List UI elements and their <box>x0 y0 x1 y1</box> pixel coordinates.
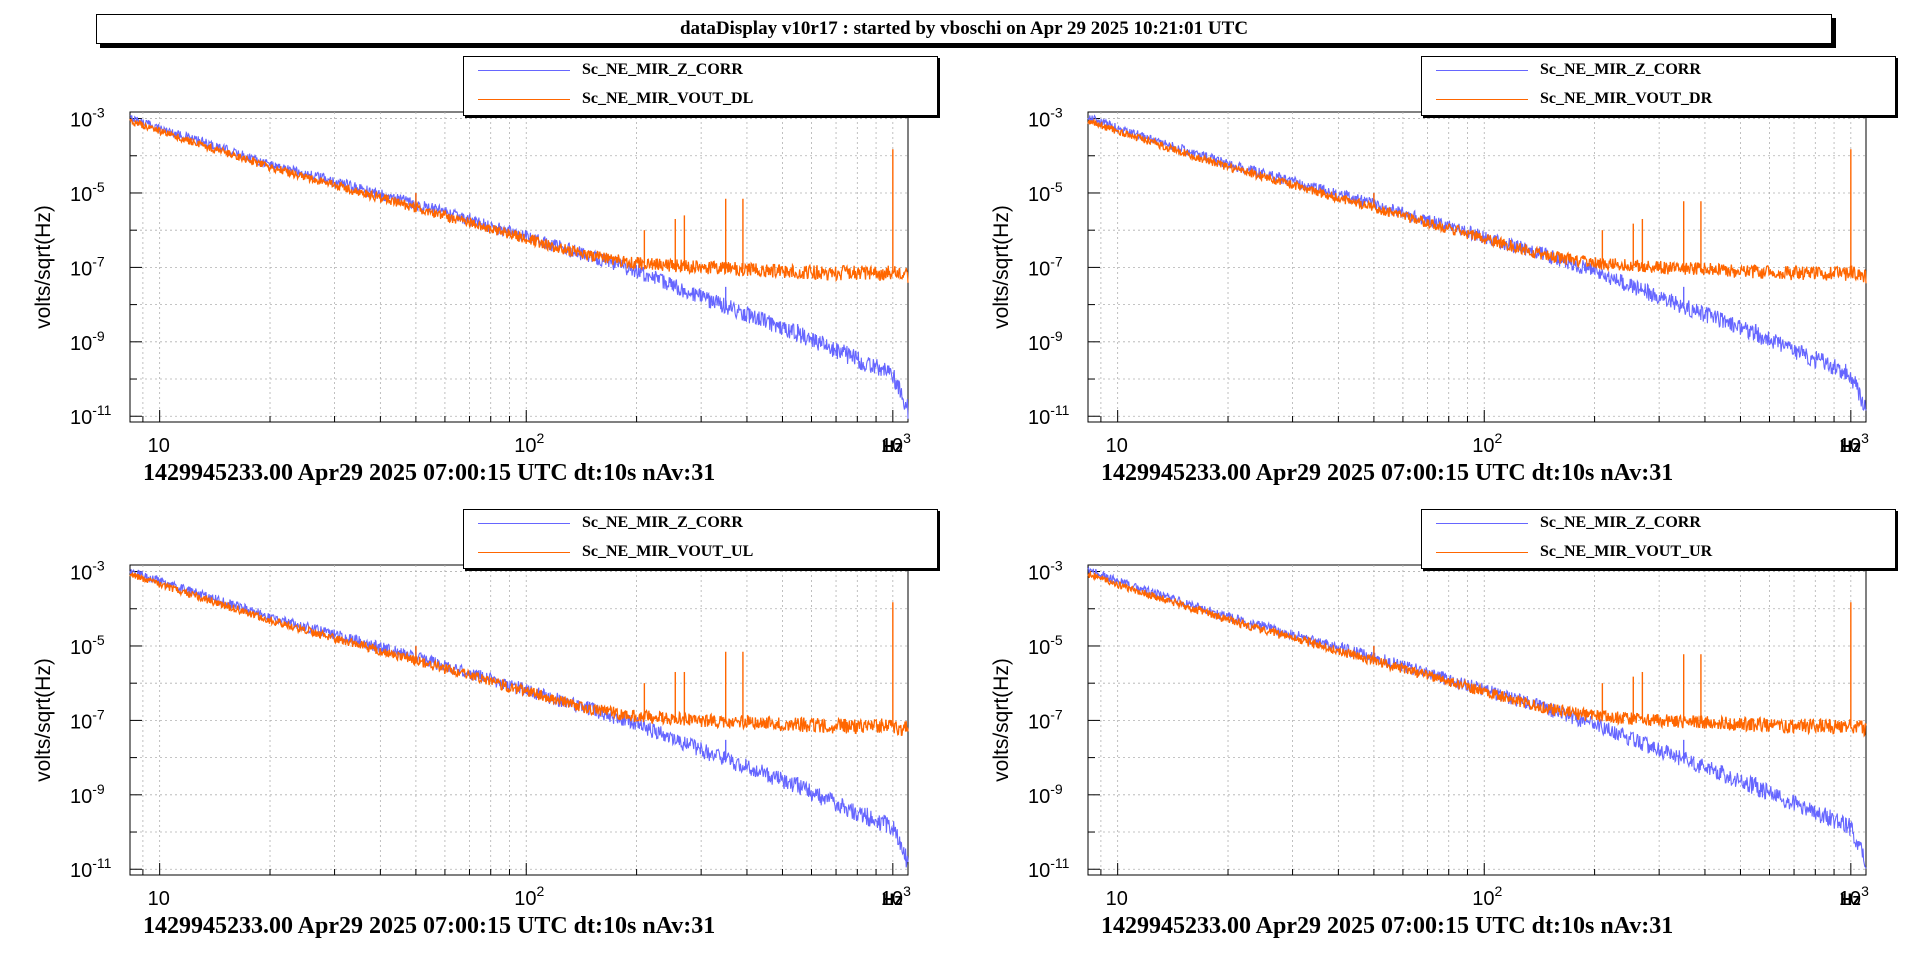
x-tick-label: 10 <box>1106 888 1128 910</box>
y-axis-label: volts/sqrt(Hz) <box>990 658 1013 782</box>
y-axis-label: volts/sqrt(Hz) <box>32 658 55 782</box>
legend: Sc_NE_MIR_Z_CORR Sc_NE_MIR_VOUT_DR <box>1421 56 1896 116</box>
legend-label-vout: Sc_NE_MIR_VOUT_UR <box>1540 543 1713 560</box>
legend-label-z: Sc_NE_MIR_Z_CORR <box>582 61 743 78</box>
legend-entry: Sc_NE_MIR_VOUT_DL <box>464 86 937 114</box>
y-tick-label: 10-7 <box>1028 253 1063 280</box>
legend-label-vout: Sc_NE_MIR_VOUT_DL <box>582 90 754 107</box>
x-tick-label: 103 <box>1839 883 1869 910</box>
y-tick-label: 10-9 <box>1028 328 1063 355</box>
legend-label-vout: Sc_NE_MIR_VOUT_DR <box>1540 90 1713 107</box>
legend: Sc_NE_MIR_Z_CORR Sc_NE_MIR_VOUT_UL <box>463 509 938 569</box>
x-tick-label: 102 <box>514 430 544 457</box>
legend-line-z <box>1436 523 1528 524</box>
y-tick-label: 10-9 <box>70 328 105 355</box>
legend-line-vout <box>1436 552 1528 553</box>
x-tick-label: 103 <box>881 883 911 910</box>
spectrum-panel-ul: 10-3 10-5 10-7 10-9 10-11 10 102 103 Hz volts/sqr… <box>0 505 958 955</box>
y-tick-label: 10-3 <box>1028 105 1063 132</box>
y-tick-label: 10-7 <box>1028 706 1063 733</box>
legend-entry: Sc_NE_MIR_VOUT_UL <box>464 539 937 567</box>
y-tick-label: 10-7 <box>70 253 105 280</box>
y-tick-label: 10-3 <box>1028 558 1063 585</box>
spectrum-panel-dl: 10-3 10-5 10-7 10-9 10-11 10 102 103 Hz volts/sqr… <box>0 52 958 502</box>
legend-entry: Sc_NE_MIR_Z_CORR <box>1422 510 1895 538</box>
series-line-vout <box>129 118 909 283</box>
x-axis-label: Hz <box>882 437 903 456</box>
y-tick-label: 10-3 <box>70 105 105 132</box>
plot-caption: 1429945233.00 Apr29 2025 07:00:15 UTC dt… <box>1101 913 1674 939</box>
spectrum-panel-ur: 10-3 10-5 10-7 10-9 10-11 10 102 103 Hz volts/sqr… <box>958 505 1916 955</box>
y-tick-label: 10-5 <box>70 179 105 206</box>
plot-caption: 1429945233.00 Apr29 2025 07:00:15 UTC dt… <box>143 913 716 939</box>
y-tick-label: 10-5 <box>70 632 105 659</box>
y-tick-label: 10-9 <box>1028 781 1063 808</box>
legend-line-z <box>1436 70 1528 71</box>
series-line-z-corr <box>1087 566 1867 869</box>
y-tick-label: 10-11 <box>1028 402 1070 429</box>
legend-label-z: Sc_NE_MIR_Z_CORR <box>582 514 743 531</box>
series-line-z-corr <box>1087 114 1867 411</box>
legend-line-vout <box>478 552 570 553</box>
x-tick-label: 102 <box>514 883 544 910</box>
plot-caption: 1429945233.00 Apr29 2025 07:00:15 UTC dt… <box>1101 460 1674 486</box>
legend-entry: Sc_NE_MIR_Z_CORR <box>464 57 937 85</box>
y-tick-label: 10-5 <box>1028 632 1063 659</box>
x-tick-label: 102 <box>1472 430 1502 457</box>
legend-line-vout <box>1436 99 1528 100</box>
y-tick-label: 10-9 <box>70 781 105 808</box>
legend-entry: Sc_NE_MIR_VOUT_DR <box>1422 86 1895 114</box>
x-axis-label: Hz <box>1840 437 1861 456</box>
legend: Sc_NE_MIR_Z_CORR Sc_NE_MIR_VOUT_DL <box>463 56 938 116</box>
y-tick-label: 10-7 <box>70 706 105 733</box>
legend-entry: Sc_NE_MIR_VOUT_UR <box>1422 539 1895 567</box>
y-tick-label: 10-11 <box>70 402 112 429</box>
legend-line-vout <box>478 99 570 100</box>
y-tick-label: 10-11 <box>1028 855 1070 882</box>
legend: Sc_NE_MIR_Z_CORR Sc_NE_MIR_VOUT_UR <box>1421 509 1896 569</box>
plot-caption: 1429945233.00 Apr29 2025 07:00:15 UTC dt… <box>143 460 716 486</box>
x-tick-label: 103 <box>1839 430 1869 457</box>
series-line-vout <box>1087 570 1867 738</box>
x-tick-label: 102 <box>1472 883 1502 910</box>
legend-line-z <box>478 523 570 524</box>
y-tick-label: 10-5 <box>1028 179 1063 206</box>
series-line-z-corr <box>129 569 909 868</box>
legend-label-z: Sc_NE_MIR_Z_CORR <box>1540 61 1701 78</box>
x-tick-label: 10 <box>148 888 170 910</box>
legend-entry: Sc_NE_MIR_Z_CORR <box>464 510 937 538</box>
y-tick-label: 10-3 <box>70 558 105 585</box>
x-axis-label: Hz <box>882 890 903 909</box>
legend-entry: Sc_NE_MIR_Z_CORR <box>1422 57 1895 85</box>
legend-line-z <box>478 70 570 71</box>
legend-label-vout: Sc_NE_MIR_VOUT_UL <box>582 543 754 560</box>
series-line-vout <box>129 571 909 736</box>
y-axis-label: volts/sqrt(Hz) <box>990 205 1013 329</box>
window-title: dataDisplay v10r17 : started by vboschi … <box>96 14 1832 44</box>
y-tick-label: 10-11 <box>70 855 112 882</box>
x-axis-label: Hz <box>1840 890 1861 909</box>
spectrum-panel-dr: 10-3 10-5 10-7 10-9 10-11 10 102 103 Hz volts/sqr… <box>958 52 1916 502</box>
x-tick-label: 103 <box>881 430 911 457</box>
y-axis-label: volts/sqrt(Hz) <box>32 205 55 329</box>
legend-label-z: Sc_NE_MIR_Z_CORR <box>1540 514 1701 531</box>
series-line-vout <box>1087 118 1867 284</box>
x-tick-label: 10 <box>1106 435 1128 457</box>
x-tick-label: 10 <box>148 435 170 457</box>
